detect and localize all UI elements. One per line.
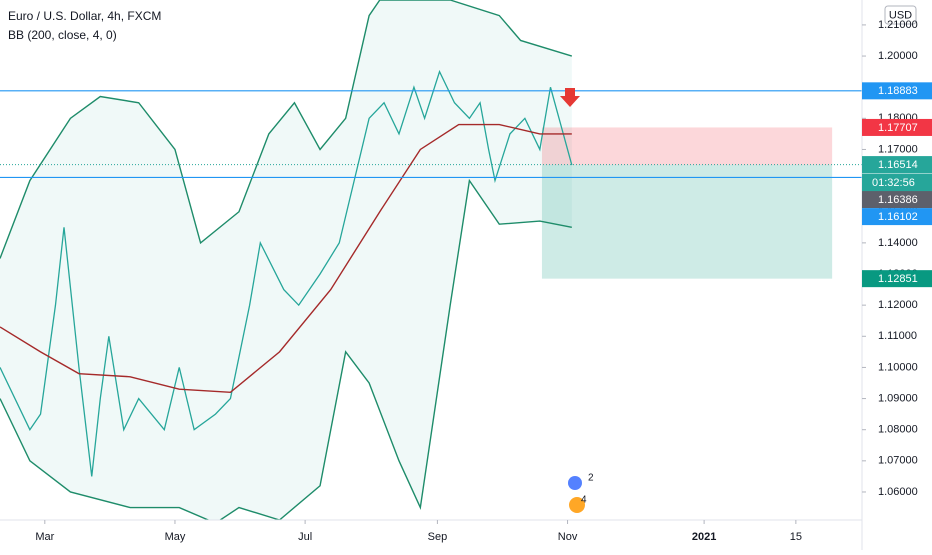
series-line [0, 69, 573, 477]
event-icon[interactable] [568, 476, 582, 490]
price-tag [862, 156, 932, 174]
price-tag-label: 1.16102 [878, 211, 918, 223]
band-fill [0, 0, 572, 520]
price-tag-label: 1.12851 [878, 273, 918, 285]
y-tick-label: 1.11000 [878, 330, 917, 342]
plot-area [0, 0, 862, 520]
stop-zone [541, 127, 833, 166]
y-tick-label: 1.12000 [878, 299, 918, 311]
x-tick-label: Sep [428, 531, 448, 543]
series-line [0, 123, 572, 394]
x-tick-label: 2021 [692, 531, 716, 543]
price-tag [862, 82, 932, 100]
event-count: 4 [581, 495, 587, 506]
series-line [0, 178, 572, 520]
y-tick-label: 1.10000 [878, 361, 918, 373]
event-count: 2 [588, 473, 594, 484]
y-tick-label: 1.06000 [878, 486, 918, 498]
price-tag [862, 270, 932, 288]
price-tag-label: 1.17707 [878, 122, 918, 134]
price-tag-label: 1.18883 [878, 85, 918, 97]
x-tick-label: Mar [35, 531, 54, 543]
series-line [0, 0, 573, 259]
countdown-label: 01:32:56 [872, 177, 915, 189]
currency-button[interactable] [884, 5, 917, 25]
y-tick-label: 1.17000 [878, 143, 918, 155]
price-tag [862, 208, 932, 226]
y-tick-label: 1.14000 [878, 237, 918, 249]
event-icon[interactable] [569, 497, 585, 513]
y-tick-label: 1.08000 [878, 424, 918, 436]
price-tag-label: 1.16514 [878, 159, 918, 171]
x-tick-label: 15 [790, 531, 802, 543]
y-tick-label: 1.09000 [878, 392, 918, 404]
indicator-label: BB (200, close, 4, 0) [8, 28, 117, 42]
price-tag [862, 191, 932, 209]
x-tick-label: Nov [558, 531, 578, 543]
price-tag [862, 118, 932, 136]
axes: 1.06000 1.07000 1.08000 1.09000 1.10000 1.110… [35, 19, 932, 543]
chart-title: Euro / U.S. Dollar, 4h, FXCM [8, 9, 161, 23]
x-tick-label: May [165, 531, 186, 543]
sell-arrow [560, 88, 580, 107]
price-tag-label: 1.16386 [878, 194, 918, 206]
target-zone [541, 165, 833, 279]
event-icons: 2 4 [568, 473, 594, 513]
x-tick-label: Jul [298, 531, 312, 543]
countdown-tag [862, 173, 932, 192]
y-tick-label: 1.20000 [878, 50, 918, 62]
y-tick-label: 1.07000 [878, 455, 918, 467]
y-tick-label: 1.21000 [878, 19, 918, 31]
currency-label[interactable]: USD [889, 9, 912, 21]
